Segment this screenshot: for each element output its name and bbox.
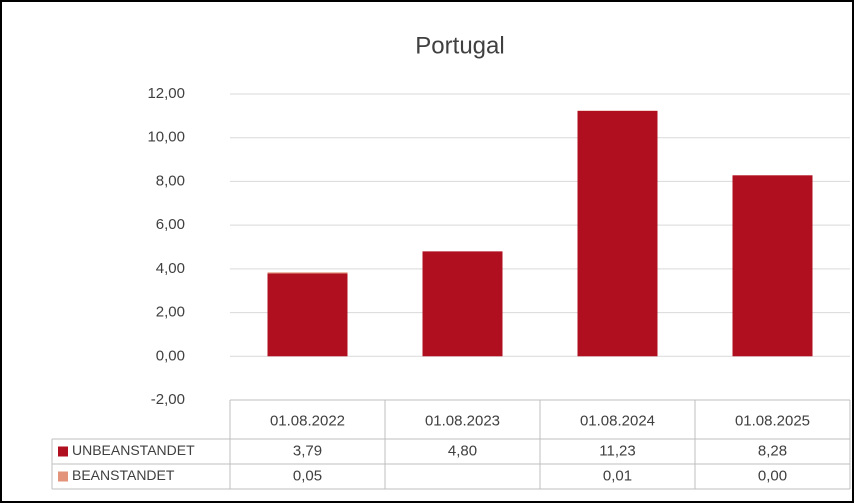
y-tick-label: 10,00 — [147, 129, 185, 146]
y-tick-label: 4,00 — [156, 260, 185, 277]
bar — [732, 175, 813, 357]
bar — [577, 110, 658, 357]
x-tick-label: 01.08.2022 — [270, 412, 345, 429]
bar — [267, 273, 348, 357]
x-tick-label: 01.08.2023 — [425, 412, 500, 429]
y-tick-label: 6,00 — [156, 216, 185, 233]
legend-label: BEANSTANDET — [72, 467, 175, 483]
x-tick-label: 01.08.2025 — [735, 412, 810, 429]
x-tick-label: 01.08.2024 — [580, 412, 655, 429]
y-tick-label: -2,00 — [151, 391, 185, 408]
bar — [267, 272, 348, 274]
y-tick-label: 0,00 — [156, 347, 185, 364]
bar — [422, 251, 503, 357]
data-table-value: 4,80 — [448, 442, 477, 459]
data-table-value: 0,01 — [603, 467, 632, 484]
legend-swatch — [58, 446, 68, 457]
y-tick-label: 2,00 — [156, 304, 185, 321]
y-tick-label: 12,00 — [147, 85, 185, 102]
data-table-value: 0,00 — [758, 467, 787, 484]
data-table-value: 0,05 — [293, 467, 322, 484]
data-table-value: 8,28 — [758, 442, 787, 459]
chart-title: Portugal — [415, 32, 504, 59]
legend-swatch — [58, 471, 68, 482]
data-table-value: 3,79 — [293, 442, 322, 459]
y-tick-label: 8,00 — [156, 172, 185, 189]
legend-label: UNBEANSTANDET — [72, 442, 195, 458]
data-table-value: 11,23 — [599, 442, 635, 459]
